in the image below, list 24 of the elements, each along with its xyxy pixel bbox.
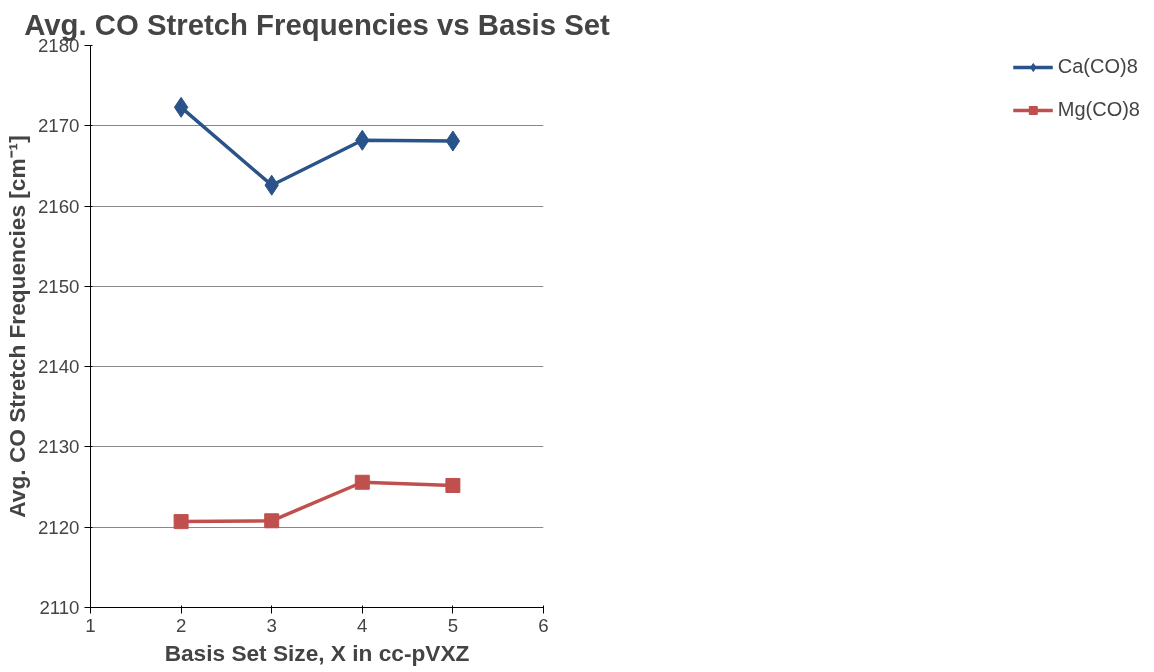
x-tick-label: 6	[538, 614, 549, 636]
x-tick-label: 3	[266, 614, 277, 636]
point	[173, 514, 189, 530]
x-tick-label: 2	[175, 614, 187, 636]
x-axis-title: Basis Set Size, X in cc-pVXZ	[164, 639, 470, 666]
y-tick-label: 2130	[38, 436, 80, 458]
point	[264, 513, 280, 529]
point	[354, 474, 370, 490]
y-tick-label: 2150	[38, 275, 80, 297]
legend-label: Mg(CO)8	[1057, 98, 1140, 121]
chart-title: Avg. CO Stretch Frequencies vs Basis Set	[24, 7, 611, 41]
y-axis-title: Avg. CO Stretch Frequencies [cm⁻¹]	[4, 135, 30, 518]
y-tick-label: 2170	[38, 115, 80, 137]
legend-label: Ca(CO)8	[1057, 55, 1138, 78]
point	[173, 96, 189, 118]
point	[445, 477, 461, 493]
x-tick-label: 4	[357, 614, 368, 636]
point	[445, 130, 461, 152]
x-tick-label: 5	[447, 614, 459, 636]
y-tick-label: 2120	[38, 516, 80, 538]
y-tick-label: 2110	[39, 597, 80, 618]
y-tick-label: 2140	[38, 356, 80, 378]
x-tick-label: 1	[85, 614, 96, 636]
y-tick-label: 2160	[38, 195, 80, 217]
